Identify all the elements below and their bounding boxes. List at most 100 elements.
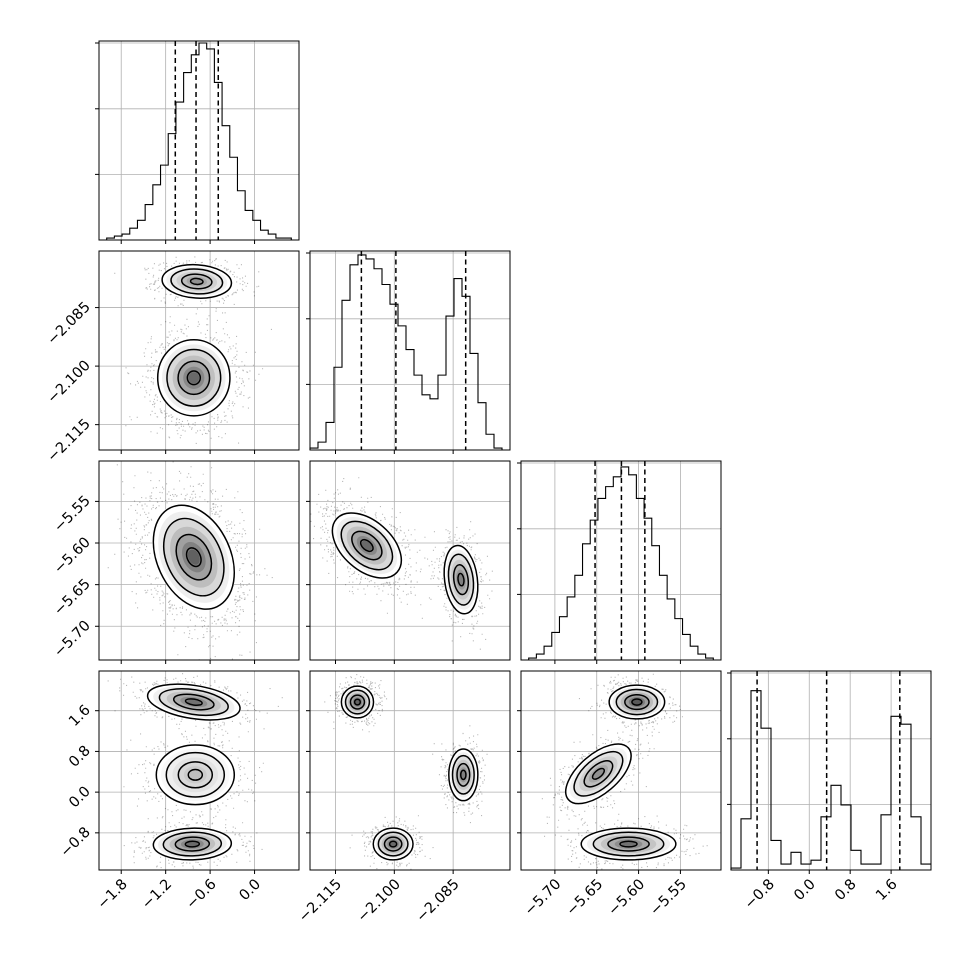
contour-line-inner [186,370,202,386]
contour-line [170,268,224,295]
contour-line [152,504,236,610]
y-tick-label: 1.6 [66,702,94,730]
contour-line [175,533,213,581]
contour-line [177,360,211,396]
y-tick-label: −5.55 [51,493,94,536]
density-fill [189,770,202,780]
x-tick-label: 0.8 [832,876,860,904]
density-panel-3-2 [541,673,708,870]
y-tick-label: −2.115 [45,416,94,465]
density-panel-3-0 [107,673,283,870]
density-fill [390,841,397,847]
density-panel-2-0 [107,461,273,660]
density-fill [361,540,372,551]
x-tick-label: −2.100 [355,876,404,925]
contour-line-inner [185,547,202,568]
contour-line [351,530,383,561]
density-fill [593,769,604,779]
contour-line-inner [184,698,203,707]
contour-line [451,754,475,795]
contour-line [177,761,214,789]
scatter-points [324,674,488,870]
contour-line-inner [359,538,374,553]
y-tick-label: −2.085 [45,299,94,348]
contour-line [158,688,229,717]
y-tick-label: 0.0 [66,784,94,812]
contour-line-inner [457,572,465,587]
density-fill [461,771,466,779]
contour-line [573,750,624,797]
contour-line [372,827,414,861]
density-panel-3-1 [324,674,488,870]
x-tick-label: −5.65 [564,876,607,919]
contour-line [172,693,215,711]
y-tick-label: −0.8 [58,824,94,860]
contour-line-inner [591,767,606,780]
contour-line [447,553,475,606]
subplot-frame-3-0 [98,670,300,871]
subplot-frame-0-0 [98,40,300,241]
contour-line [583,760,614,788]
contour-line [592,831,665,857]
contour-line [340,685,375,719]
contour-line [165,751,226,798]
x-tick-label: −2.115 [296,876,345,925]
contour-line [456,762,471,787]
contour-line [565,743,632,805]
subplot-frame-2-1 [309,460,511,661]
scatter-points [107,461,273,660]
contour-line [174,836,211,852]
density-fill [187,549,200,565]
density-fill [187,699,201,705]
y-tick-label: 0.8 [66,743,94,771]
contour-line [146,683,241,721]
x-tick-label: −5.70 [522,876,565,919]
contour-line-inner [189,277,204,286]
y-tick-label: −2.100 [45,358,94,407]
x-tick-label: −5.55 [647,876,690,919]
contour-line [344,689,371,715]
contour-line-inner [619,840,638,848]
contour-line [156,339,231,417]
histogram-step-0 [99,42,299,241]
y-tick-label: −5.70 [51,618,94,661]
corner-plot-layer: −1.8 −1.2 −0.6 0.0 −2.115 −2.100 −2.085 −5.70 −5… [45,40,932,926]
contour-line [607,836,650,852]
subplot-frame-1-1 [309,250,511,451]
contour-line [580,827,677,861]
x-tick-label: −5.60 [605,876,648,919]
contour-line [155,744,236,806]
subplot-frame-3-1 [309,670,511,871]
contour-line-inner [184,840,201,848]
contour-line [349,694,366,710]
subplot-frame-3-2 [520,670,722,871]
y-tick-label: −5.65 [51,576,94,619]
x-tick-label: −2.085 [413,876,462,925]
y-tick-label: −5.60 [51,535,94,578]
contour-line [452,564,470,596]
density-fill [458,574,464,585]
subplot-frame-2-0 [98,460,300,661]
subplot-frame-3-3 [730,670,932,871]
x-tick-label: 0.0 [237,876,265,904]
contour-line [608,684,666,720]
density-panel-2-1 [310,477,493,650]
contour-line [383,836,403,852]
contour-line [331,512,403,579]
x-tick-label: −0.6 [184,876,220,912]
contour-line [340,520,394,571]
contour-line [615,688,659,716]
contour-line-inner [459,769,467,781]
contour-line [448,748,479,802]
density-panel-1-0 [114,256,272,444]
contour-line [152,827,233,861]
contour-line [166,348,222,407]
density-fill [621,841,636,847]
contour-line [161,263,233,299]
contour-line [162,517,225,597]
x-tick-label: 0.0 [791,876,819,904]
x-tick-label: 1.6 [873,876,901,904]
contour-line-inner [353,698,362,706]
contour-line-inner [187,768,204,781]
contour-line-inner [631,698,643,706]
